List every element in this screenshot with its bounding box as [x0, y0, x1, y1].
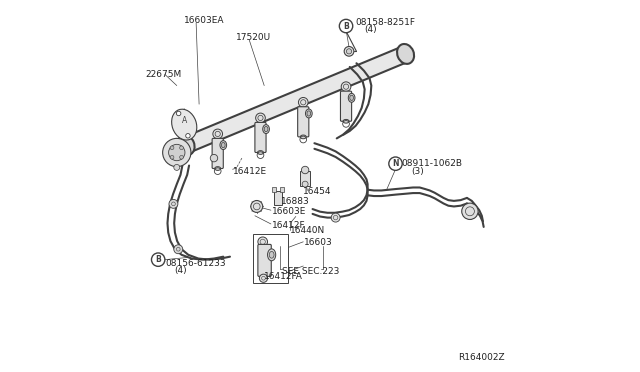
- Circle shape: [461, 203, 478, 219]
- Text: 16412F: 16412F: [271, 221, 305, 230]
- Circle shape: [346, 49, 351, 54]
- FancyBboxPatch shape: [340, 91, 351, 121]
- Text: B: B: [156, 255, 161, 264]
- Text: SEE SEC.223: SEE SEC.223: [282, 267, 339, 276]
- Text: B: B: [343, 22, 349, 31]
- Circle shape: [180, 146, 184, 150]
- FancyBboxPatch shape: [255, 122, 266, 153]
- Circle shape: [255, 113, 266, 123]
- Ellipse shape: [300, 135, 306, 139]
- Ellipse shape: [262, 125, 269, 134]
- Ellipse shape: [177, 135, 195, 155]
- Circle shape: [174, 245, 183, 254]
- Circle shape: [163, 138, 191, 167]
- FancyBboxPatch shape: [298, 107, 309, 137]
- Text: 22675M: 22675M: [145, 70, 181, 79]
- Text: R164002Z: R164002Z: [458, 353, 504, 362]
- Circle shape: [168, 144, 185, 161]
- Circle shape: [180, 155, 184, 159]
- Ellipse shape: [348, 93, 355, 102]
- Circle shape: [152, 253, 165, 266]
- Circle shape: [251, 201, 262, 212]
- Ellipse shape: [215, 167, 221, 170]
- Ellipse shape: [397, 44, 414, 64]
- Circle shape: [298, 97, 308, 107]
- Circle shape: [341, 82, 351, 92]
- Text: N: N: [392, 159, 399, 168]
- Text: 16603EA: 16603EA: [184, 16, 225, 25]
- Ellipse shape: [305, 109, 312, 118]
- Ellipse shape: [307, 111, 310, 116]
- Ellipse shape: [257, 151, 264, 154]
- Ellipse shape: [220, 141, 227, 150]
- Circle shape: [339, 19, 353, 33]
- Bar: [273, 187, 276, 192]
- Text: 16883: 16883: [281, 197, 310, 206]
- Text: 16603: 16603: [305, 238, 333, 247]
- Text: 16454: 16454: [303, 187, 332, 196]
- Ellipse shape: [343, 119, 349, 123]
- Text: 16412FA: 16412FA: [264, 272, 302, 280]
- Circle shape: [301, 166, 309, 174]
- Text: 08156-61233: 08156-61233: [165, 259, 225, 268]
- FancyBboxPatch shape: [212, 138, 223, 169]
- Text: 08158-8251F: 08158-8251F: [355, 18, 415, 27]
- Ellipse shape: [349, 95, 353, 100]
- Circle shape: [174, 164, 180, 170]
- Text: (4): (4): [174, 266, 187, 275]
- Circle shape: [302, 181, 308, 187]
- Circle shape: [331, 213, 340, 222]
- Circle shape: [169, 199, 178, 208]
- Bar: [280, 187, 284, 192]
- Text: 16603E: 16603E: [271, 207, 306, 216]
- Polygon shape: [183, 46, 409, 153]
- Bar: [274, 191, 282, 205]
- Bar: [300, 171, 310, 186]
- Ellipse shape: [172, 109, 197, 140]
- Circle shape: [170, 146, 174, 150]
- Text: 16412E: 16412E: [232, 167, 267, 176]
- Text: (4): (4): [364, 25, 376, 34]
- Circle shape: [259, 274, 268, 282]
- Circle shape: [186, 134, 190, 138]
- Circle shape: [177, 111, 181, 116]
- Circle shape: [389, 157, 402, 170]
- Circle shape: [213, 129, 223, 139]
- Ellipse shape: [269, 251, 274, 258]
- Circle shape: [170, 155, 174, 159]
- Text: A: A: [182, 116, 188, 125]
- Text: 16440N: 16440N: [291, 226, 326, 235]
- Text: 08911-1062B: 08911-1062B: [402, 159, 463, 168]
- FancyBboxPatch shape: [258, 244, 271, 276]
- Circle shape: [211, 154, 218, 162]
- Bar: [253, 234, 289, 283]
- Ellipse shape: [264, 126, 268, 132]
- Circle shape: [258, 237, 268, 247]
- Text: 17520U: 17520U: [236, 33, 271, 42]
- Circle shape: [344, 46, 354, 56]
- Ellipse shape: [221, 142, 225, 148]
- Ellipse shape: [268, 249, 276, 261]
- Text: (3): (3): [411, 167, 424, 176]
